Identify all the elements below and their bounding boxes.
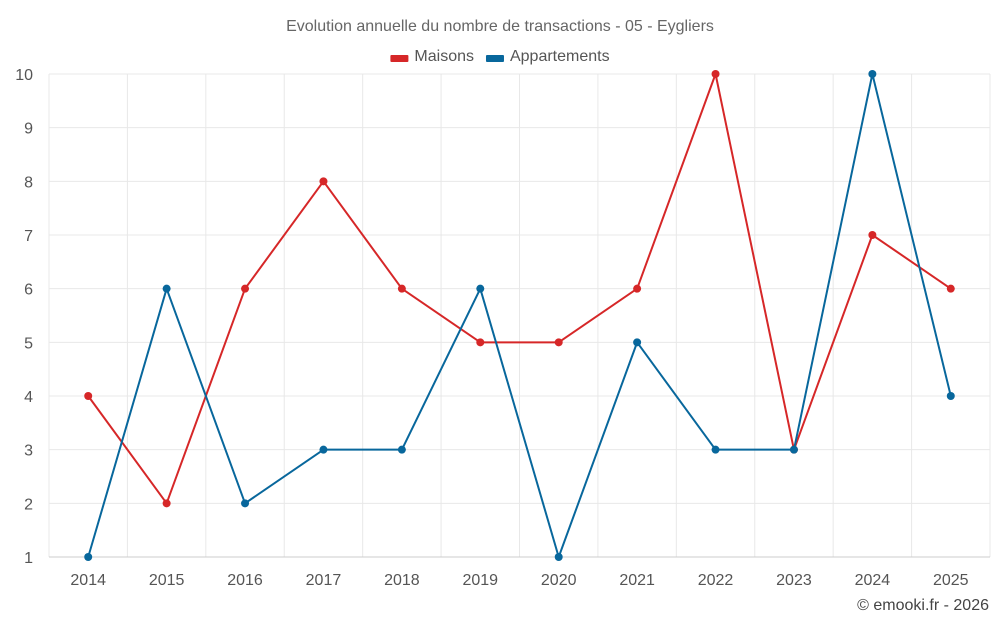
- legend-item-appartements[interactable]: Appartements: [485, 48, 610, 65]
- data-point-appartements[interactable]: [868, 70, 877, 78]
- data-point-appartements[interactable]: [476, 284, 485, 293]
- y-axis-ticks: 1 2 3 4 5 6 7 8 9 10: [15, 67, 33, 567]
- data-point-appartements[interactable]: [84, 553, 93, 561]
- x-tick-label: 2021: [619, 572, 655, 589]
- data-point-appartements[interactable]: [946, 392, 955, 400]
- data-point-appartements[interactable]: [241, 499, 250, 508]
- x-tick-label: 2017: [306, 572, 342, 589]
- y-tick-label: 3: [24, 443, 33, 460]
- data-point-appartements[interactable]: [789, 445, 798, 454]
- data-point-maisons[interactable]: [711, 70, 720, 78]
- series-group: [84, 70, 955, 561]
- data-point-maisons[interactable]: [84, 392, 93, 400]
- legend-label-appartements: Appartements: [510, 48, 610, 65]
- y-tick-label: 1: [24, 550, 33, 567]
- data-point-maisons[interactable]: [162, 499, 171, 508]
- data-point-appartements[interactable]: [319, 445, 328, 454]
- data-point-maisons[interactable]: [319, 177, 328, 186]
- data-point-appartements[interactable]: [162, 284, 171, 293]
- series-line-appartements: [87, 73, 952, 558]
- x-tick-label: 2025: [933, 572, 969, 589]
- legend-item-maisons[interactable]: Maisons: [390, 48, 474, 65]
- legend: Maisons Appartements: [390, 48, 610, 65]
- data-point-appartements[interactable]: [397, 445, 406, 454]
- x-axis-ticks: 2014 2015 2016 2017 2018 2019 2020 2021 2022 2023…: [70, 572, 968, 589]
- x-tick-label: 2023: [776, 572, 812, 589]
- legend-label-maisons: Maisons: [414, 48, 474, 65]
- data-point-maisons[interactable]: [554, 338, 563, 347]
- x-tick-label: 2015: [149, 572, 185, 589]
- legend-swatch-appartements: [485, 55, 504, 62]
- y-tick-label: 4: [24, 389, 33, 406]
- data-point-appartements[interactable]: [711, 445, 720, 454]
- y-tick-label: 10: [15, 67, 33, 84]
- data-point-maisons[interactable]: [946, 284, 955, 293]
- y-tick-label: 7: [24, 228, 33, 245]
- x-tick-label: 2020: [541, 572, 577, 589]
- data-point-maisons[interactable]: [241, 284, 250, 293]
- x-tick-label: 2019: [462, 572, 498, 589]
- x-tick-label: 2024: [855, 572, 891, 589]
- chart-title: Evolution annuelle du nombre de transact…: [286, 18, 714, 35]
- x-tick-label: 2014: [70, 572, 106, 589]
- y-tick-label: 9: [24, 121, 33, 138]
- x-tick-label: 2022: [698, 572, 734, 589]
- x-gridlines: [48, 74, 991, 557]
- y-tick-label: 8: [24, 174, 33, 191]
- legend-swatch-maisons: [390, 55, 409, 62]
- y-tick-label: 2: [24, 496, 33, 513]
- data-point-appartements[interactable]: [554, 553, 563, 561]
- x-tick-label: 2016: [227, 572, 263, 589]
- data-point-maisons[interactable]: [868, 231, 877, 239]
- data-point-maisons[interactable]: [397, 284, 406, 293]
- credit-text: © emooki.fr - 2026: [857, 597, 989, 614]
- x-tick-label: 2018: [384, 572, 420, 589]
- series-line-maisons: [87, 73, 952, 505]
- y-tick-label: 5: [24, 335, 33, 352]
- data-point-appartements[interactable]: [633, 338, 642, 347]
- data-point-maisons[interactable]: [476, 338, 485, 347]
- y-tick-label: 6: [24, 282, 33, 299]
- data-point-maisons[interactable]: [633, 284, 642, 293]
